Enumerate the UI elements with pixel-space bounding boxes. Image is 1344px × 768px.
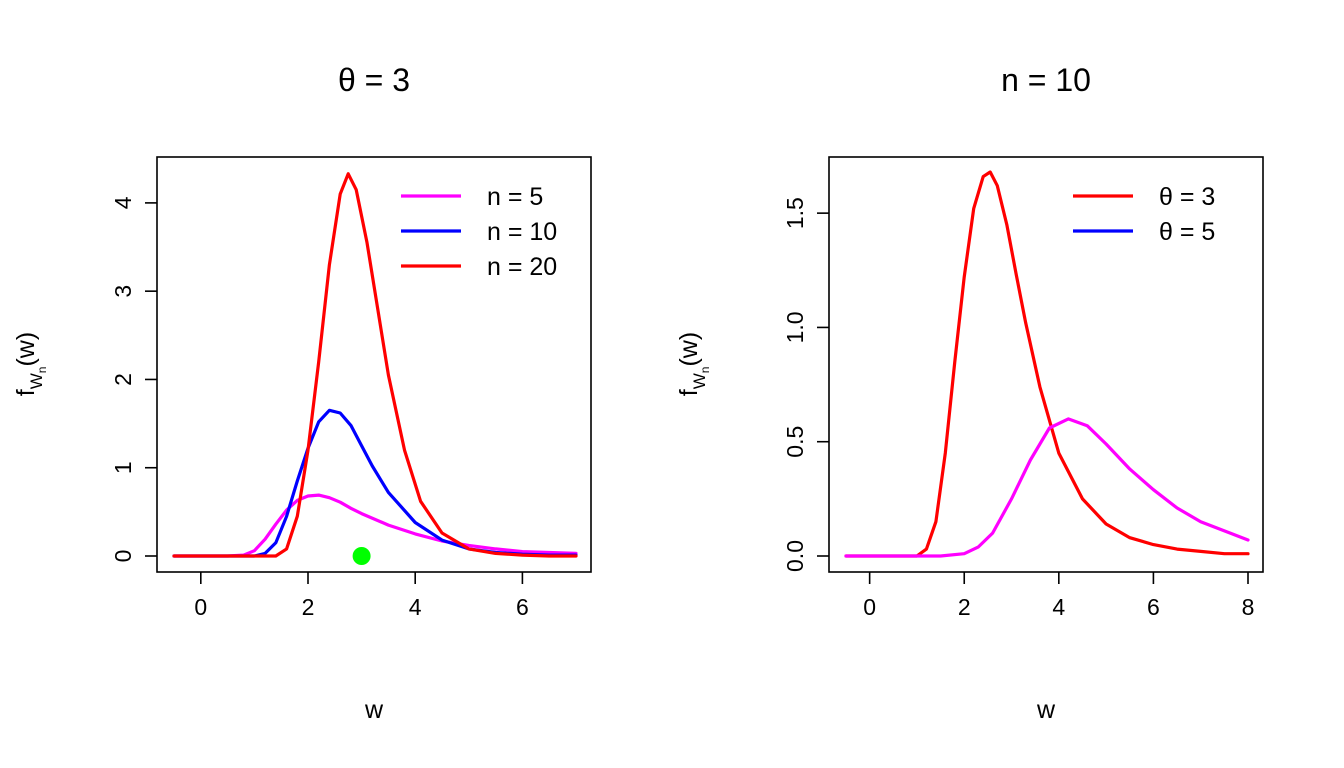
right-x-tick-label: 2 — [958, 594, 971, 620]
left-x-axis-label: w — [364, 696, 384, 724]
right-y-tick-label: 0.5 — [782, 426, 808, 458]
right-chart-title: n = 10 — [1001, 62, 1091, 98]
left-y-label-sub1: W — [27, 373, 46, 389]
left-y-label-sub2: n — [35, 367, 49, 374]
left-y-label-main: f — [12, 389, 40, 396]
right-legend-label: θ = 3 — [1159, 183, 1215, 211]
right-legend-label: θ = 5 — [1159, 218, 1215, 246]
left-legend-label: n = 20 — [487, 253, 557, 281]
svg-text:fWn(w): fWn(w) — [675, 332, 712, 396]
right-x-axis-label: w — [1036, 696, 1056, 724]
left-x-tick-label: 2 — [302, 594, 315, 620]
right-x-tick-label: 6 — [1147, 594, 1160, 620]
right-series-line-2 — [844, 417, 1250, 558]
right-y-tick-label: 1.5 — [782, 197, 808, 229]
left-legend-label: n = 5 — [487, 183, 543, 211]
left-legend: n = 5 n = 10 n = 20 — [401, 183, 557, 281]
right-x-tick-label: 0 — [863, 594, 876, 620]
right-series-group — [844, 170, 1250, 558]
right-y-label-rest: (w) — [675, 332, 703, 367]
right-x-tick-label: 4 — [1052, 594, 1065, 620]
left-y-axis-label: fWn(w) — [12, 332, 49, 396]
right-y-axis-label: fWn(w) — [675, 332, 712, 396]
left-x-axis: 0 2 4 6 — [194, 572, 529, 620]
left-x-tick-label: 4 — [409, 594, 422, 620]
left-legend-label: n = 10 — [487, 218, 557, 246]
left-x-tick-label: 0 — [194, 594, 207, 620]
left-y-label-rest: (w) — [12, 332, 40, 367]
left-series-line-2 — [172, 408, 578, 558]
left-plot-frame — [156, 156, 592, 573]
right-y-label-sub2: n — [698, 367, 712, 374]
right-y-axis: 0.0 0.5 1.0 1.5 — [782, 197, 829, 572]
left-series-group — [172, 172, 578, 558]
right-legend: θ = 3 θ = 5 — [1073, 183, 1215, 246]
right-y-label-main: f — [675, 389, 703, 396]
right-plot-frame — [828, 156, 1264, 573]
svg-text:fWn(w): fWn(w) — [12, 332, 49, 396]
left-series-line-1 — [172, 493, 578, 558]
right-x-axis: 0 2 4 6 8 — [863, 572, 1254, 620]
left-y-tick-label: 0 — [110, 550, 136, 563]
right-x-tick-label: 8 — [1242, 594, 1255, 620]
left-marker-point — [352, 547, 371, 565]
right-y-label-sub1: W — [690, 373, 709, 389]
right-chart-panel: n = 10 w fWn(w) 0 2 4 6 8 0.0 0.5 1.0 1.5 θ = 3… — [675, 62, 1264, 724]
left-y-tick-label: 3 — [110, 285, 136, 298]
left-y-tick-label: 4 — [110, 196, 136, 209]
right-y-tick-label: 1.0 — [782, 311, 808, 343]
left-chart-title: θ = 3 — [338, 62, 410, 98]
left-series-line-3 — [172, 172, 578, 558]
left-y-tick-label: 1 — [110, 461, 136, 474]
right-y-tick-label: 0.0 — [782, 540, 808, 572]
right-series-line-1 — [844, 170, 1250, 558]
left-x-tick-label: 6 — [516, 594, 529, 620]
left-points-group — [352, 547, 371, 565]
left-y-tick-label: 2 — [110, 373, 136, 386]
left-y-axis: 0 1 2 3 4 — [110, 196, 157, 562]
